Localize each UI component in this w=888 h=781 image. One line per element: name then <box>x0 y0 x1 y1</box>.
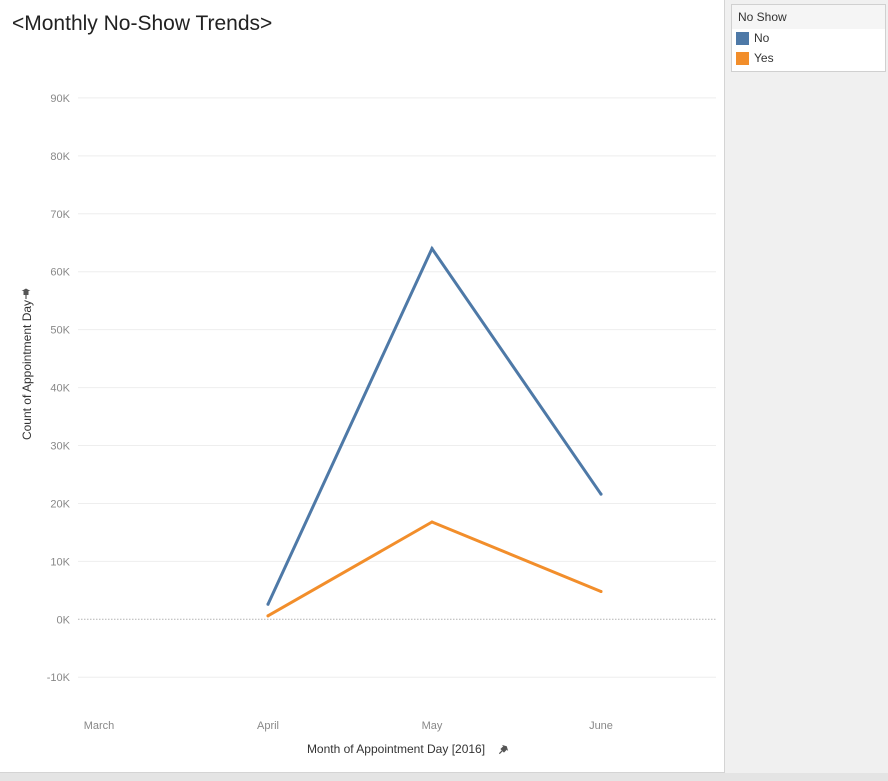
data-point-no[interactable] <box>599 492 603 496</box>
legend-swatch-no <box>736 32 749 45</box>
y-tick-label: 50K <box>50 325 70 337</box>
data-point-yes[interactable] <box>599 590 603 594</box>
y-axis-ticks: -10K 0K 10K 20K 30K 40K 50K 60K 70K 80K 90K <box>47 93 71 684</box>
chart-panel: <Monthly No-Show Trends> -10K 0K 10K 20K 30K… <box>0 0 725 773</box>
legend-item-yes[interactable]: Yes <box>732 49 885 69</box>
x-tick-label: May <box>422 720 443 732</box>
y-tick-label: -10K <box>47 672 71 684</box>
y-tick-label: 80K <box>50 151 70 163</box>
data-point-yes[interactable] <box>266 614 270 618</box>
y-axis-pin-icon[interactable] <box>21 288 31 300</box>
y-tick-label: 10K <box>50 556 70 568</box>
y-tick-label: 40K <box>50 383 70 395</box>
x-axis-pin-icon[interactable] <box>496 743 510 757</box>
data-point-no[interactable] <box>266 602 270 606</box>
x-axis-ticks: March April May June <box>84 720 613 732</box>
series-line-no[interactable] <box>266 245 603 606</box>
x-tick-label: June <box>589 720 613 732</box>
data-point-yes[interactable] <box>430 520 434 524</box>
color-legend: No Show No Yes <box>731 4 886 72</box>
data-point-no[interactable] <box>430 247 434 251</box>
status-bar <box>0 773 888 781</box>
series-lines <box>266 245 603 618</box>
y-tick-label: 70K <box>50 209 70 221</box>
x-axis-title: Month of Appointment Day [2016] <box>307 742 485 756</box>
legend-item-no[interactable]: No <box>732 29 885 49</box>
y-tick-label: 60K <box>50 267 70 279</box>
legend-label-yes: Yes <box>754 51 774 65</box>
line-chart: -10K 0K 10K 20K 30K 40K 50K 60K 70K 80K 90K March A… <box>20 93 716 757</box>
legend-label-no: No <box>754 31 770 45</box>
x-tick-label: March <box>84 720 115 732</box>
legend-swatch-yes <box>736 52 749 65</box>
gridlines <box>78 97 716 678</box>
legend-title: No Show <box>732 5 885 29</box>
y-tick-label: 30K <box>50 441 70 453</box>
y-tick-label: 20K <box>50 498 70 510</box>
series-line-yes[interactable] <box>266 520 603 618</box>
y-tick-label: 0K <box>57 614 71 626</box>
chart-title: <Monthly No-Show Trends> <box>12 12 273 35</box>
x-tick-label: April <box>257 720 279 732</box>
y-tick-label: 90K <box>50 93 70 105</box>
y-axis-title: Count of Appointment Day <box>20 300 34 440</box>
